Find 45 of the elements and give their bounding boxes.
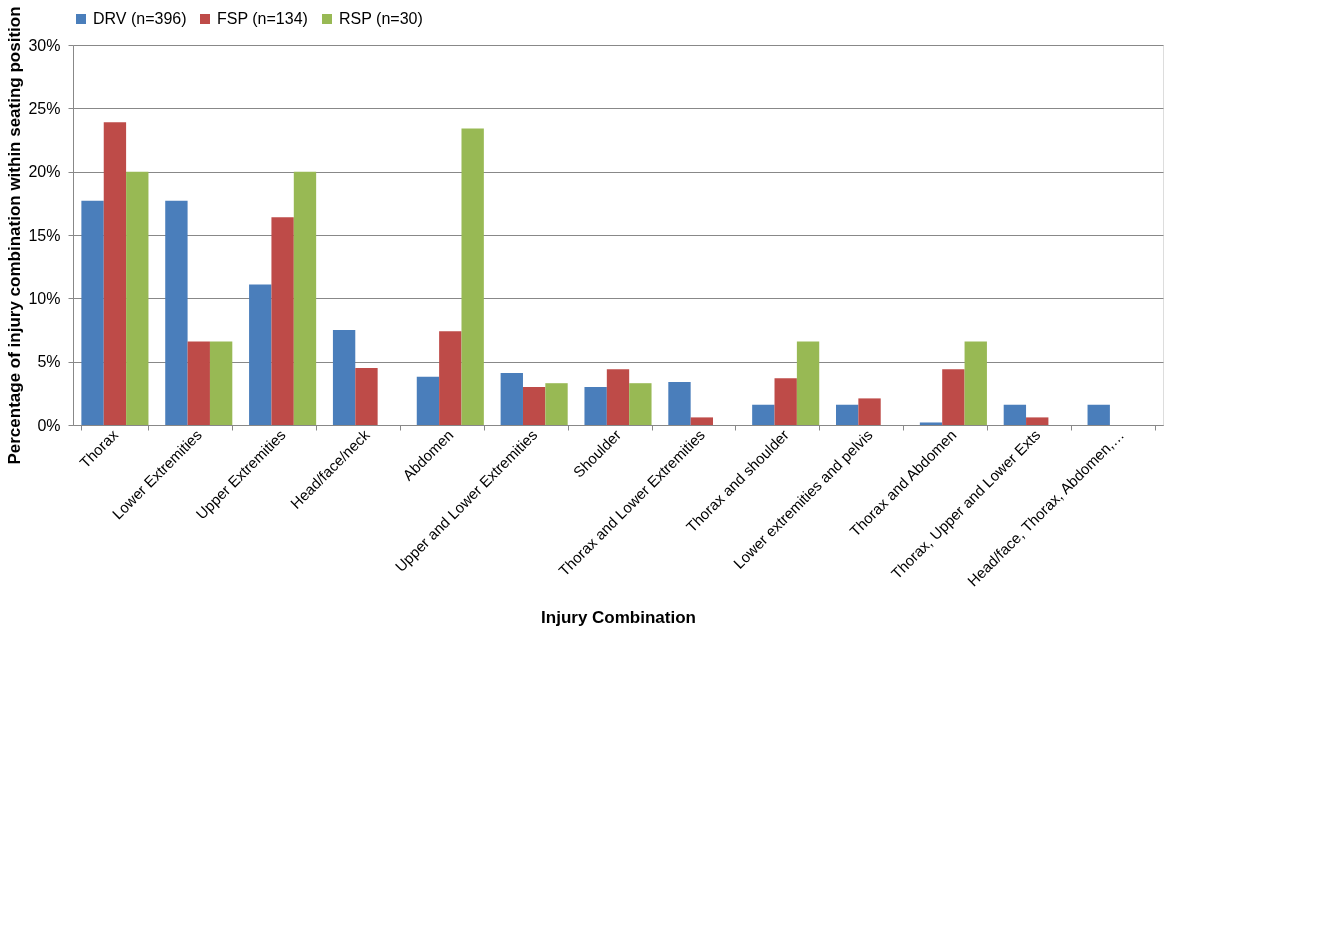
bar (416, 376, 440, 425)
bar (1003, 404, 1027, 425)
bar (249, 284, 272, 425)
bar (774, 378, 797, 425)
bar (964, 341, 987, 425)
y-tick-label: 10% (28, 289, 61, 307)
bar (752, 404, 775, 425)
y-tick-label: 25% (28, 99, 61, 117)
bar (919, 422, 943, 425)
legend-label: DRV (n=396) (93, 10, 187, 27)
bar (629, 383, 652, 425)
x-axis-title: Injury Combination (541, 608, 696, 628)
bar (187, 341, 210, 425)
legend-label: FSP (n=134) (217, 10, 308, 27)
bar (942, 369, 965, 425)
legend-label: RSP (n=30) (339, 10, 423, 27)
y-axis-title: Percentage of injury combination within seating position (5, 6, 25, 465)
y-tick-label: 5% (37, 353, 61, 371)
bar (545, 383, 568, 425)
bar (293, 171, 317, 425)
bar (858, 398, 881, 425)
bar (103, 122, 127, 425)
bar (522, 387, 546, 425)
bar (81, 200, 104, 425)
bar (584, 387, 607, 425)
y-tick-label: 30% (28, 36, 61, 54)
bar (271, 217, 294, 425)
bar (1087, 404, 1110, 425)
y-tick-label: 0% (37, 416, 61, 434)
y-tick-label: 15% (28, 226, 61, 244)
bar (668, 381, 691, 425)
bar (836, 404, 859, 425)
bar (355, 368, 378, 425)
bar (439, 331, 462, 425)
bar (126, 171, 149, 425)
bar (209, 341, 233, 425)
bar (500, 373, 523, 425)
bar (796, 341, 820, 425)
bar (606, 369, 630, 425)
bar (690, 417, 714, 425)
bar (165, 200, 188, 425)
bar (332, 330, 356, 425)
bar (1026, 417, 1049, 425)
bar (461, 128, 484, 425)
y-tick-label: 20% (28, 163, 61, 181)
